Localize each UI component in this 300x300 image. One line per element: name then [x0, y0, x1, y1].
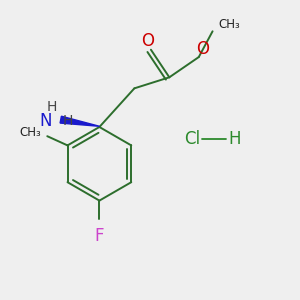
Text: CH₃: CH₃ [218, 18, 240, 32]
Text: CH₃: CH₃ [19, 126, 41, 139]
Text: O: O [196, 40, 209, 58]
Text: O: O [141, 32, 154, 50]
Text: H: H [63, 115, 73, 128]
Polygon shape [60, 116, 100, 126]
Text: N: N [39, 112, 52, 130]
Text: H: H [46, 100, 57, 114]
Text: H: H [228, 130, 241, 148]
Text: Cl: Cl [184, 130, 201, 148]
Text: F: F [94, 227, 104, 245]
